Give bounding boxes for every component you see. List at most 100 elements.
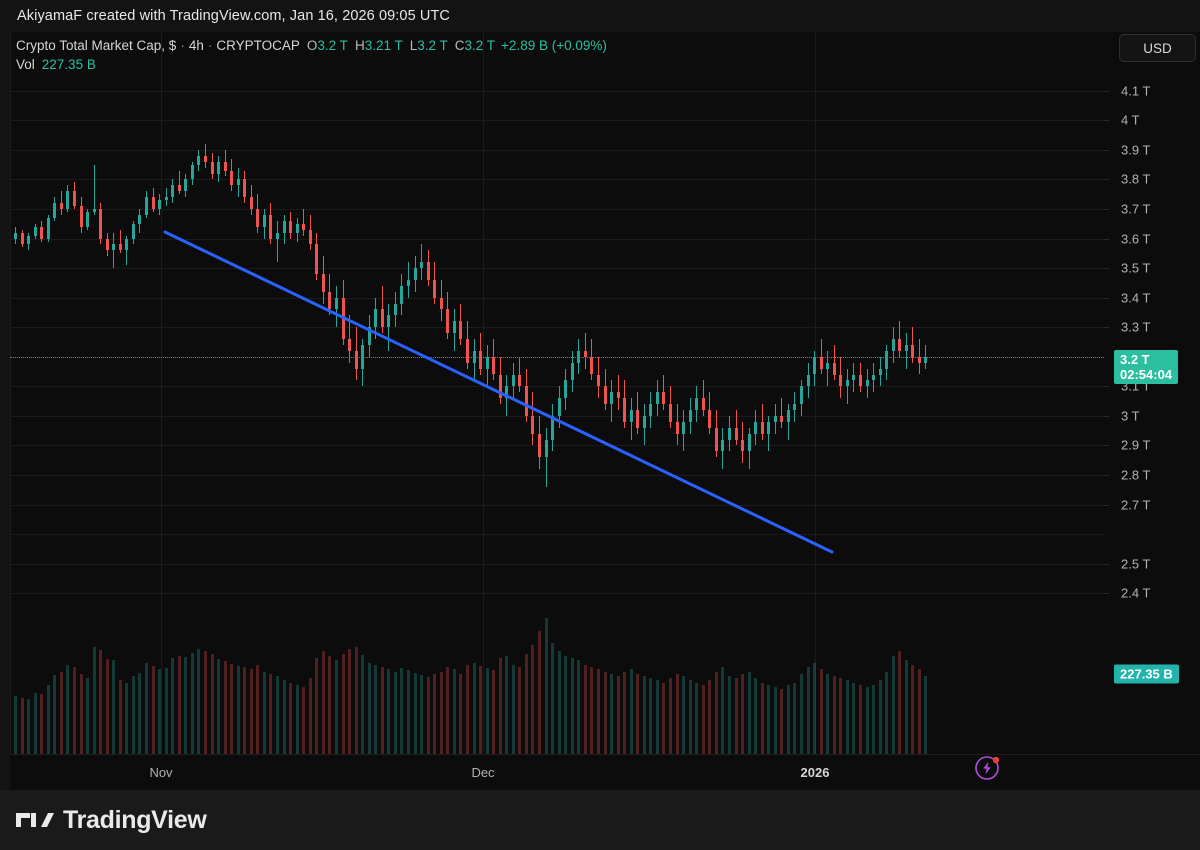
legend-symbol[interactable]: Crypto Total Market Cap, $ [16, 38, 177, 53]
currency-button[interactable]: USD [1119, 34, 1196, 62]
volume-bar [276, 675, 279, 754]
candle-body [865, 380, 869, 387]
time-axis[interactable]: Nov Dec 2026 [10, 754, 1200, 790]
legend-open-key: O [306, 38, 318, 53]
legend-close: C3.2 T [455, 36, 495, 55]
candle-body [171, 185, 175, 198]
price-axis-tick [1104, 239, 1109, 240]
legend-open: O3.2 T [307, 36, 348, 55]
volume-bar [190, 652, 194, 754]
candle-body [603, 386, 607, 405]
candle-body [839, 374, 843, 387]
candle-body [46, 217, 50, 239]
volume-bar [675, 673, 679, 754]
candle-body [898, 339, 902, 351]
volume-bar [380, 667, 384, 754]
volume-bar [819, 669, 823, 754]
volume-bar [86, 678, 90, 754]
last-price-line [10, 356, 1104, 358]
candle-body [439, 297, 443, 310]
volume-bar [197, 649, 201, 754]
volume-bar [243, 667, 247, 754]
volume-bar [826, 673, 830, 754]
candle-body [151, 197, 155, 209]
horizontal-gridline [10, 416, 1104, 417]
legend-volume-key[interactable]: Vol [16, 57, 35, 72]
candle-body [407, 279, 410, 286]
volume-bar [472, 662, 476, 754]
price-axis-label: 3.8 T [1121, 171, 1151, 187]
legend-open-value: 3.2 T [317, 38, 348, 53]
candle-body [767, 421, 771, 434]
volume-bar [171, 658, 175, 754]
candle-body [741, 439, 745, 452]
time-axis-label: 2026 [800, 765, 830, 780]
legend-close-key: C [454, 38, 465, 53]
candle-body [315, 244, 319, 274]
horizontal-gridline [10, 179, 1104, 180]
candle-body [511, 374, 515, 387]
price-axis-tick [1104, 505, 1109, 506]
legend-interval[interactable]: 4h [188, 38, 204, 53]
volume-bar [328, 655, 332, 754]
volume-bar [308, 678, 312, 754]
volume-bar [400, 668, 404, 754]
price-axis[interactable]: USD 4.1 T 4 T 3.9 T 3.8 T 3.7 T 3.6 T 3.5 T 3.4… [1104, 32, 1200, 754]
horizontal-gridline [10, 239, 1104, 240]
trendline-drawing[interactable] [10, 32, 1104, 754]
candle-wick [113, 232, 115, 269]
price-axis-label: 3.5 T [1121, 260, 1151, 276]
horizontal-gridline [10, 268, 1104, 269]
legend-low-key: L [409, 38, 418, 53]
chart-plot-area[interactable] [10, 32, 1104, 754]
candle-body [911, 344, 915, 357]
volume-bar [164, 668, 168, 754]
candle-wick [545, 427, 547, 487]
candle-body [505, 386, 509, 399]
volume-bar [780, 689, 784, 754]
volume-bar [465, 664, 469, 754]
volume-bar [603, 671, 607, 754]
volume-bar [302, 687, 306, 754]
candle-body [688, 409, 692, 422]
candle-body [616, 392, 620, 399]
volume-bar [92, 646, 96, 754]
candle-body [223, 161, 227, 171]
candle-body [367, 327, 371, 345]
candle-body [426, 262, 430, 280]
volume-bar [832, 675, 836, 754]
last-price-badge[interactable]: 3.2 T 02:54:04 [1114, 349, 1179, 384]
candle-body [210, 161, 214, 174]
volume-badge[interactable]: 227.35 B [1114, 664, 1179, 684]
candle-body [380, 309, 384, 328]
candle-body [433, 279, 437, 298]
candle-body [479, 350, 483, 369]
lightning-bolt-icon[interactable] [974, 753, 1002, 781]
candle-body [773, 415, 777, 422]
candle-wick [204, 143, 206, 168]
volume-bar [14, 696, 17, 754]
volume-bar [662, 682, 666, 754]
candle-body [485, 356, 489, 369]
volume-bar [348, 649, 352, 754]
horizontal-gridline [10, 150, 1104, 151]
candle-body [158, 200, 162, 209]
candle-body [348, 339, 352, 351]
candle-body [747, 433, 751, 452]
volume-bar [479, 665, 483, 754]
volume-bar [125, 682, 129, 754]
candle-body [629, 409, 633, 422]
volume-bar [898, 651, 902, 754]
volume-bar [741, 673, 745, 754]
price-axis-tick [1104, 150, 1109, 151]
price-axis-tick [1104, 564, 1109, 565]
volume-bar [223, 661, 227, 754]
candle-body [623, 398, 627, 422]
candle-wick [126, 235, 128, 266]
candle-body [20, 232, 24, 245]
volume-bar [649, 678, 653, 754]
candle-body [72, 191, 76, 207]
candle-body [197, 155, 201, 165]
volume-bar [79, 673, 83, 754]
